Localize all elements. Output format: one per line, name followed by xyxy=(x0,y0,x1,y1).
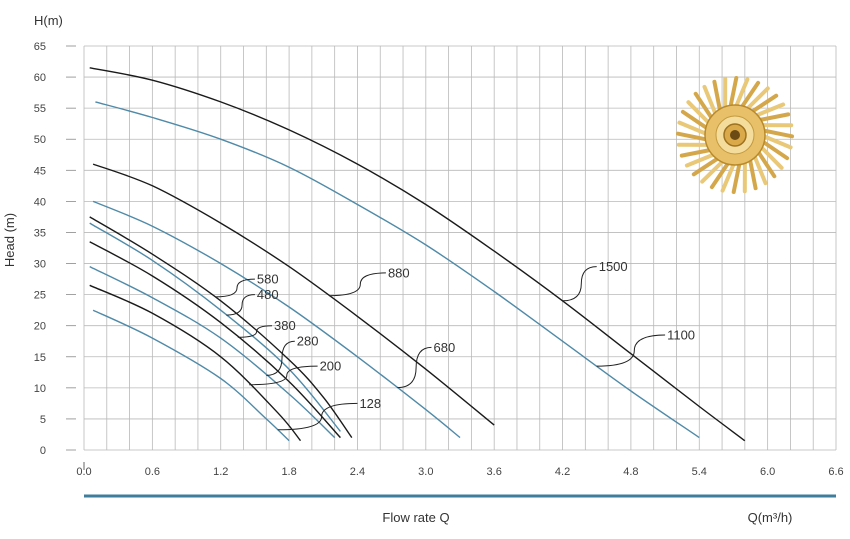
impeller-blade xyxy=(693,91,716,123)
curve-1100 xyxy=(95,101,700,439)
y-tick-label: 30 xyxy=(34,259,46,271)
x-tick-label: 3.0 xyxy=(418,466,433,478)
impeller-blade xyxy=(691,154,723,177)
curve-480 xyxy=(89,222,341,432)
impeller-blade xyxy=(676,131,712,143)
performance-curves xyxy=(89,67,746,442)
curve-680 xyxy=(92,200,461,439)
y-tick-label: 10 xyxy=(34,383,46,395)
y-tick-label: 5 xyxy=(40,414,46,426)
curve-880 xyxy=(92,163,495,426)
impeller-blade xyxy=(757,142,784,170)
curve-200 xyxy=(89,284,302,442)
impeller-blade xyxy=(712,79,723,116)
y-tick-label: 65 xyxy=(34,41,46,53)
y-tick-label: 40 xyxy=(34,196,46,208)
impeller-blade xyxy=(747,154,758,191)
curve-280 xyxy=(89,265,336,439)
impeller-blade xyxy=(709,158,732,190)
y-tick-label: 60 xyxy=(34,72,46,84)
y-tick-label: 0 xyxy=(40,445,46,457)
impeller-blade xyxy=(742,86,770,113)
leader-880 xyxy=(328,272,386,297)
leader-1100 xyxy=(596,334,666,367)
y-tick-label: 25 xyxy=(34,290,46,302)
impeller-blade xyxy=(677,120,711,137)
impeller-blade xyxy=(700,157,728,184)
impeller-blade xyxy=(680,109,712,132)
x-tick-label: 2.4 xyxy=(350,466,365,478)
y-axis-title: Head (m) xyxy=(2,213,17,267)
leader-480 xyxy=(226,294,255,316)
leader-680 xyxy=(397,346,432,389)
axis-ticks: 0 5 10 15 20 25 30 35 40 45 50 55 60 65 0.0 0.6 1.2 1.8 2.… xyxy=(34,41,844,478)
curve-1500 xyxy=(89,67,746,442)
impeller-blade xyxy=(679,147,716,158)
impeller-image xyxy=(676,76,794,194)
impeller-blade xyxy=(702,84,719,119)
impeller-blade xyxy=(733,77,750,111)
curve-label-580: 580 xyxy=(257,272,279,287)
y-tick-label: 20 xyxy=(34,321,46,333)
impeller-blade xyxy=(738,80,761,112)
curve-label-280: 280 xyxy=(297,334,319,349)
leader-280 xyxy=(266,340,295,376)
impeller-blade xyxy=(747,93,779,116)
y-tick-label: 45 xyxy=(34,165,46,177)
impeller-blade xyxy=(754,112,791,123)
x-tick-label: 4.8 xyxy=(623,466,638,478)
impeller-blade xyxy=(758,138,790,161)
impeller-blade xyxy=(751,151,768,186)
x-tick-label: 6.6 xyxy=(828,466,843,478)
leader-128 xyxy=(277,402,358,431)
y-tick-label: 50 xyxy=(34,134,46,146)
curve-label-1500: 1500 xyxy=(599,259,628,274)
x-tick-label: 5.4 xyxy=(692,466,707,478)
curve-label-880: 880 xyxy=(388,265,410,280)
leader-380 xyxy=(237,325,273,338)
impeller-blade xyxy=(754,147,777,179)
impeller-blade xyxy=(684,151,719,168)
curve-380 xyxy=(89,241,341,439)
x-axis-title: Flow rate Q xyxy=(382,510,449,525)
x-tick-label: 0.0 xyxy=(76,466,91,478)
y-unit-label: H(m) xyxy=(34,13,63,28)
y-tick-label: 35 xyxy=(34,227,46,239)
impeller-blade xyxy=(727,76,739,112)
impeller-blade xyxy=(751,102,786,119)
x-tick-label: 1.2 xyxy=(213,466,228,478)
impeller-blade xyxy=(686,100,713,128)
x-tick-label: 0.6 xyxy=(145,466,160,478)
curve-label-200: 200 xyxy=(320,359,342,374)
impeller-blade xyxy=(758,127,794,139)
impeller-blade xyxy=(759,133,793,150)
x-tick-label: 4.2 xyxy=(555,466,570,478)
impeller-blade xyxy=(731,158,743,194)
x-tick-label: 3.6 xyxy=(487,466,502,478)
curve-128 xyxy=(92,309,290,442)
leader-580 xyxy=(214,278,255,298)
curve-label-480: 480 xyxy=(257,287,279,302)
x-unit-label: Q(m³/h) xyxy=(748,510,793,525)
curve-580 xyxy=(89,216,353,439)
curve-label-128: 128 xyxy=(359,396,381,411)
impeller-blade xyxy=(720,159,737,193)
leader-200 xyxy=(249,365,318,386)
x-tick-label: 6.0 xyxy=(760,466,775,478)
y-tick-label: 55 xyxy=(34,103,46,115)
y-tick-label: 15 xyxy=(34,352,46,364)
x-tick-label: 1.8 xyxy=(281,466,296,478)
leader-1500 xyxy=(562,266,597,302)
curve-label-380: 380 xyxy=(274,318,296,333)
curve-label-1100: 1100 xyxy=(667,328,695,343)
curve-label-680: 680 xyxy=(434,340,456,355)
